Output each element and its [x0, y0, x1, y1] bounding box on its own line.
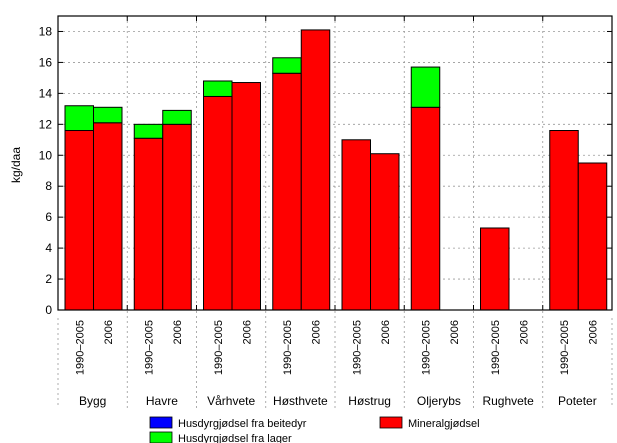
category-label: Høsthvete	[273, 394, 328, 408]
period-label: 1990–2005	[144, 320, 156, 375]
category-label: Rughvete	[482, 394, 534, 408]
legend: Husdyrgjødsel fra beitedyr Husdyrgjødsel …	[149, 416, 480, 443]
bar-lager	[93, 106, 123, 124]
y-tick-label: 2	[45, 272, 52, 286]
bar-mineral	[577, 162, 608, 311]
bar-lager	[410, 66, 441, 108]
category-label: Vårhvete	[207, 394, 255, 408]
bar-mineral	[64, 130, 94, 311]
legend-swatch-lager	[149, 431, 173, 443]
bars	[64, 29, 608, 311]
category-label: Bygg	[79, 394, 106, 408]
bar-lager	[203, 80, 233, 97]
period-label: 2006	[103, 320, 115, 344]
y-tick-label: 8	[45, 179, 52, 193]
period-label: 2006	[449, 320, 461, 344]
bar-mineral	[549, 130, 579, 311]
bar-mineral	[272, 72, 302, 311]
legend-label-mineral: Mineralgjødsel	[408, 418, 480, 430]
axes: 0 2 4 6 8 10 12 14 16 18	[39, 15, 613, 317]
bar-mineral	[133, 137, 164, 311]
category-label: Poteter	[558, 394, 597, 408]
period-label: 2006	[241, 320, 253, 344]
bar-lager	[272, 57, 302, 74]
bar-mineral	[231, 82, 261, 311]
bar-mineral	[162, 123, 192, 311]
y-tick-label: 4	[45, 241, 52, 255]
y-tick-label: 12	[39, 117, 53, 131]
y-tick-label: 16	[39, 55, 53, 69]
grid	[57, 16, 613, 408]
bar-mineral	[480, 227, 510, 311]
period-label: 2006	[518, 320, 530, 344]
bar-lager	[133, 123, 164, 139]
bar-lager	[64, 105, 94, 132]
period-label: 2006	[172, 320, 184, 344]
category-label: Oljerybs	[417, 394, 461, 408]
legend-swatch-beite	[149, 416, 173, 429]
category-label: Høstrug	[348, 394, 391, 408]
y-tick-label: 18	[39, 24, 53, 38]
period-label: 1990–2005	[74, 320, 86, 375]
period-label: 1990–2005	[490, 320, 502, 375]
y-tick-label: 0	[45, 303, 52, 317]
bar-mineral	[370, 153, 400, 311]
bar-mineral	[300, 29, 331, 311]
y-tick-label: 6	[45, 210, 52, 224]
bar-lager	[162, 109, 192, 125]
bar-mineral	[93, 122, 123, 311]
category-label: Havre	[146, 394, 178, 408]
y-axis-label: kg/daa	[9, 147, 23, 183]
period-label: 2006	[588, 320, 600, 344]
category-labels: 1990–2005 2006 Bygg 1990–2005 2006 Havre 1990–…	[74, 320, 599, 408]
bar-mineral	[341, 139, 371, 311]
period-label: 1990–2005	[213, 320, 225, 375]
y-tick-label: 14	[39, 86, 53, 100]
period-label: 2006	[311, 320, 323, 344]
bar-mineral	[203, 95, 233, 311]
period-label: 1990–2005	[351, 320, 363, 375]
y-tick-label: 10	[39, 148, 53, 162]
bar-mineral	[410, 106, 441, 311]
period-label: 2006	[380, 320, 392, 344]
legend-label-lager: Husdyrgjødsel fra lager	[178, 433, 292, 443]
legend-label-beite: Husdyrgjødsel fra beitedyr	[178, 418, 307, 430]
legend-swatch-mineral	[379, 416, 403, 429]
period-label: 1990–2005	[421, 320, 433, 375]
period-label: 1990–2005	[282, 320, 294, 375]
period-label: 1990–2005	[559, 320, 571, 375]
